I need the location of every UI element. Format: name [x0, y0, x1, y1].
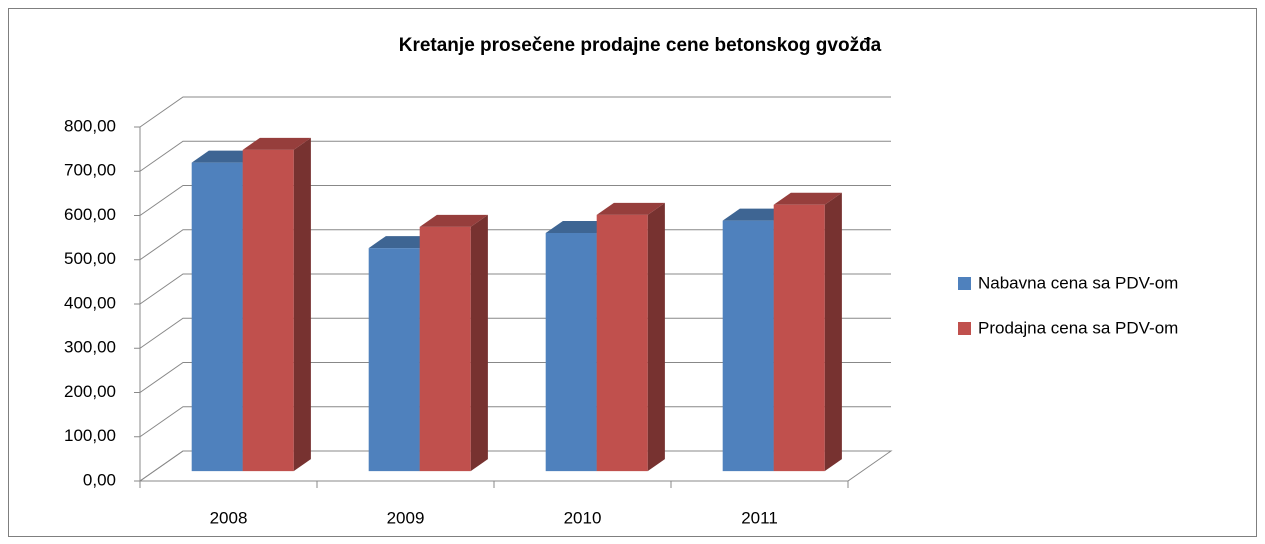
bar-front [191, 162, 243, 472]
y-tick-label: 300,00 [64, 338, 116, 357]
y-tick-label: 600,00 [64, 205, 116, 224]
legend-swatch [958, 322, 971, 335]
bar-top [242, 137, 311, 150]
bar-front [419, 226, 471, 472]
bar [242, 137, 311, 472]
bar [419, 214, 488, 472]
grid-line [139, 185, 891, 216]
x-tick-label: 2011 [741, 508, 778, 527]
bar-top [419, 214, 488, 227]
bar-side [470, 214, 488, 472]
y-tick-label: 400,00 [64, 293, 116, 312]
bar [773, 192, 842, 472]
bar-front [545, 233, 597, 472]
y-tick-label: 800,00 [64, 116, 116, 135]
bar-side [293, 137, 311, 472]
bar-top [773, 192, 842, 205]
bar-front [722, 220, 774, 472]
bar-side [824, 192, 842, 472]
grid-line [139, 140, 891, 172]
y-tick-label: 0,00 [83, 470, 116, 489]
bar-side [647, 202, 665, 472]
x-tick-label: 2008 [210, 508, 248, 527]
legend-label: Nabavna cena sa PDV-om [978, 273, 1178, 292]
bar-front [773, 204, 825, 472]
bar-top [596, 202, 665, 215]
y-tick-label: 700,00 [64, 161, 116, 180]
chart-title: Kretanje prosečene prodajne cene betonsk… [399, 35, 882, 56]
legend-swatch [958, 277, 971, 290]
y-tick-label: 100,00 [64, 426, 116, 445]
x-tick-label: 2009 [387, 508, 425, 527]
x-tick-label: 2010 [564, 508, 602, 527]
bar-front [596, 214, 648, 472]
bar [596, 202, 665, 472]
bar-front [242, 149, 294, 472]
legend-label: Prodajna cena sa PDV-om [978, 318, 1178, 337]
grid-line [139, 96, 891, 128]
y-tick-label: 500,00 [64, 249, 116, 268]
bar-front [368, 248, 420, 472]
y-tick-label: 200,00 [64, 382, 116, 401]
